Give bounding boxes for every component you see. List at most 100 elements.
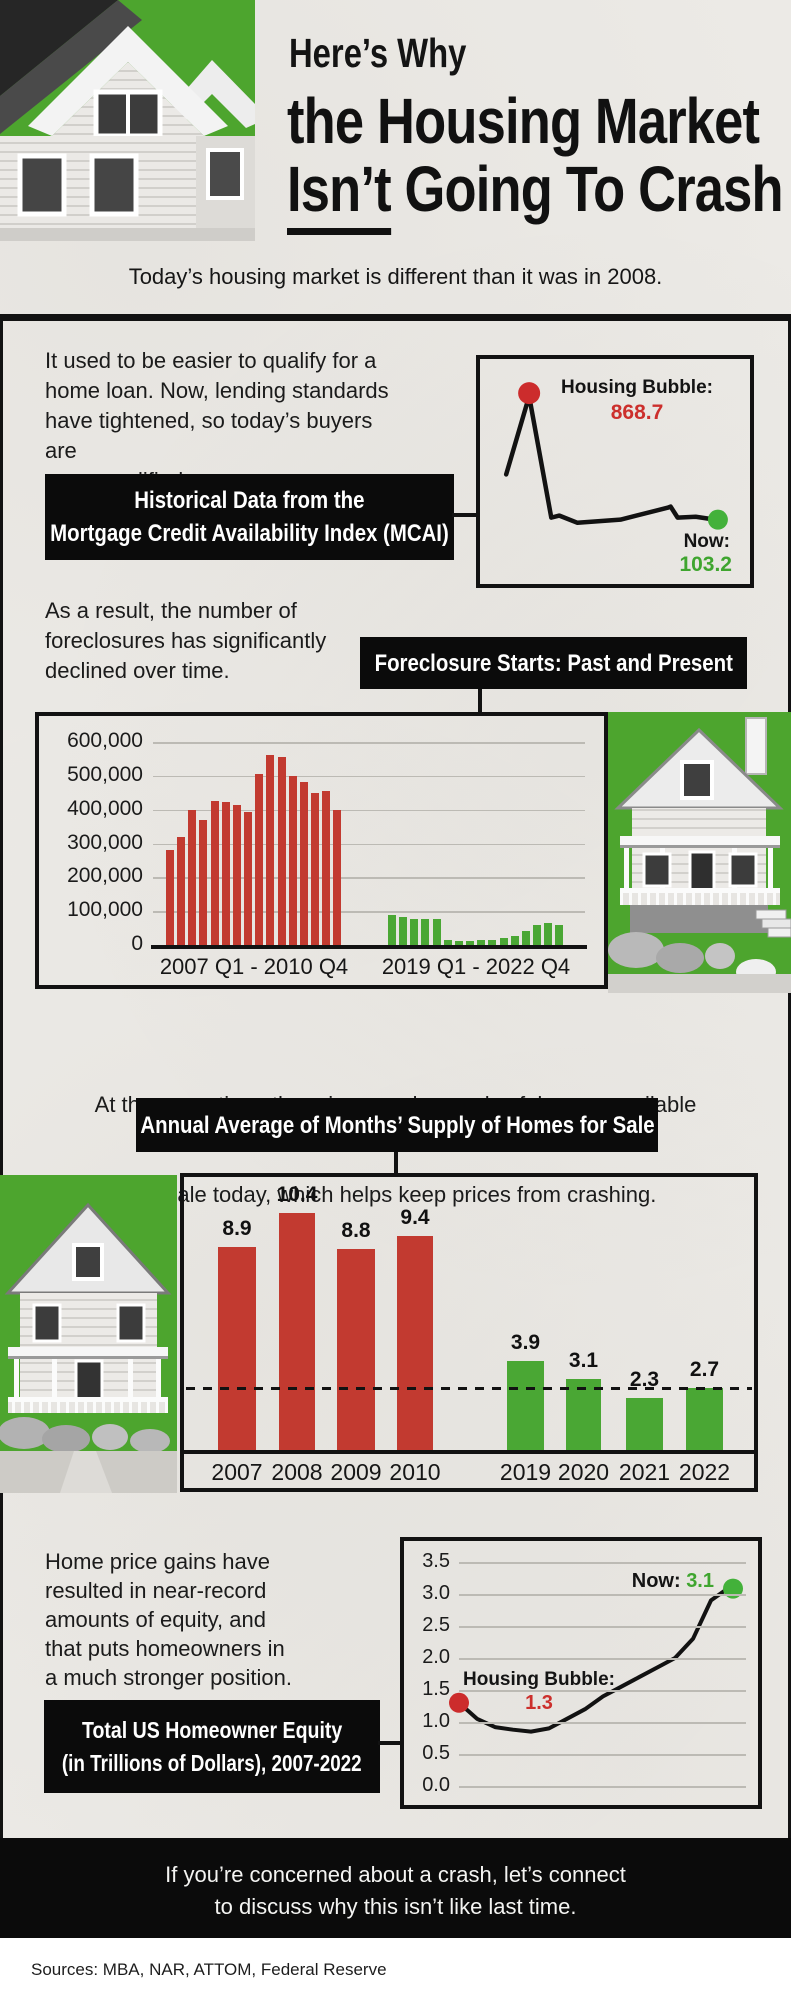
- y-tick-label: 3.5: [422, 1550, 450, 1572]
- foreclosure-bar: [477, 940, 486, 945]
- gridline: [153, 843, 585, 845]
- gridline: [153, 877, 585, 879]
- y-tick-label: 500,000: [67, 762, 143, 786]
- supply-value-label: 2.7: [689, 1358, 720, 1382]
- equity-label-box: Total US Homeowner Equity (in Trillions …: [44, 1700, 380, 1793]
- now-dot: [707, 509, 728, 530]
- supply-bar: [507, 1361, 544, 1450]
- house-photo-left: [0, 1175, 177, 1493]
- gridline: [153, 911, 585, 913]
- y-tick-label: 200,000: [67, 864, 143, 888]
- mcai-now-label: Now:: [683, 531, 730, 552]
- gridline: [459, 1626, 746, 1628]
- y-tick-label: 1.5: [422, 1678, 450, 1700]
- foreclosure-bar: [255, 774, 264, 945]
- mcai-connector: [452, 513, 478, 517]
- foreclosure-bar: [499, 938, 508, 945]
- sources-strip: Sources: MBA, NAR, ATTOM, Federal Reserv…: [0, 1938, 791, 1999]
- supply-year-label: 2022: [678, 1459, 731, 1485]
- footer-line-2: to discuss why this isn’t like last time…: [214, 1894, 577, 1919]
- y-tick-label: 0.5: [422, 1742, 450, 1764]
- y-tick-label: 100,000: [67, 898, 143, 922]
- gridline: [153, 809, 585, 812]
- mcai-peak-value: 868.7: [610, 401, 664, 424]
- foreclosure-bar: [521, 930, 530, 945]
- supply-bar: [626, 1397, 663, 1450]
- house-photo-right: [608, 712, 791, 993]
- supply-year-label: 2009: [330, 1459, 382, 1485]
- supply-chart: 8.9 2007 10.4 2008 8.8 2009 9.4 2010 3.9 2019 3.1 2…: [180, 1173, 758, 1492]
- footer-line-1: If you’re concerned about a crash, let’s…: [165, 1862, 626, 1887]
- supply-value-label: 8.8: [341, 1219, 371, 1243]
- title-line-3: Isn’t Going To Crash: [287, 152, 791, 235]
- x-axis: [151, 945, 587, 949]
- foreclosure-bar: [421, 918, 430, 945]
- supply-bar: [397, 1235, 433, 1450]
- foreclosure-bar: [244, 812, 253, 945]
- title-line-2: the Housing Market: [287, 85, 760, 157]
- y-tick-label: 400,000: [67, 796, 143, 820]
- foreclosure-label-box: Foreclosure Starts: Past and Present: [360, 637, 747, 689]
- foreclosure-bar: [532, 924, 541, 945]
- supply-connector: [394, 1152, 398, 1174]
- foreclosure-bar: [510, 936, 519, 945]
- equity-now-value: 3.1: [686, 1570, 714, 1592]
- gridline: [459, 1786, 746, 1788]
- left-border: [0, 316, 3, 1938]
- right-border: [788, 316, 791, 1938]
- foreclosure-bar: [299, 781, 308, 945]
- subtitle: Today’s housing market is different than…: [128, 264, 663, 289]
- foreclosure-bar: [266, 754, 275, 945]
- mcai-line-chart: [503, 382, 728, 530]
- foreclosure-bar: [399, 917, 408, 945]
- foreclosure-paragraph: As a result, the number of foreclosures …: [45, 598, 327, 683]
- supply-year-label: 2020: [557, 1459, 610, 1485]
- foreclosure-bar: [454, 940, 463, 945]
- y-tick-label: 1.0: [422, 1710, 450, 1732]
- supply-year-label: 2019: [499, 1459, 552, 1485]
- supply-year-label: 2007: [211, 1459, 263, 1485]
- supply-bar: [566, 1379, 601, 1450]
- supply-bar: [686, 1388, 723, 1450]
- foreclosure-bar: [188, 809, 197, 945]
- foreclosure-bar: [443, 940, 452, 945]
- bubble-dot: [449, 1692, 469, 1713]
- y-tick-label: 2.0: [422, 1646, 450, 1668]
- foreclosure-bar: [544, 923, 553, 945]
- supply-value-label: 9.4: [400, 1205, 430, 1229]
- foreclosure-bar: [199, 820, 208, 945]
- equity-connector: [378, 1741, 402, 1745]
- foreclosure-bar: [432, 918, 441, 945]
- y-tick-label: 0.0: [422, 1774, 450, 1796]
- y-tick-label: 600,000: [67, 729, 143, 752]
- equity-now-annotation: Now: 3.1: [631, 1570, 714, 1592]
- foreclosure-group-label-past: 2007 Q1 - 2010 Q4: [159, 954, 349, 979]
- supply-label-box: Annual Average of Months’ Supply of Home…: [136, 1098, 658, 1152]
- mcai-label-box: Historical Data from the Mortgage Credit…: [45, 474, 454, 560]
- equity-bubble-label: Housing Bubble:: [463, 1669, 615, 1690]
- mcai-chart: Housing Bubble: 868.7 Now: 103.2: [476, 355, 754, 588]
- now-dot: [723, 1578, 743, 1599]
- equity-paragraph: Home price gains have resulted in near-r…: [45, 1549, 293, 1690]
- underlined-word: Isn’t: [287, 153, 392, 235]
- sources-text: Sources: MBA, NAR, ATTOM, Federal Reserv…: [31, 1960, 387, 1979]
- foreclosure-bar: [410, 919, 419, 945]
- supply-value-label: 3.9: [510, 1331, 541, 1355]
- gridline: [459, 1594, 746, 1596]
- foreclosure-chart: 2007 Q1 - 2010 Q4 2019 Q1 - 2022 Q4 600,…: [35, 712, 608, 989]
- gridline: [459, 1562, 746, 1564]
- equity-chart: Housing Bubble: 1.3 Now: 3.1 3.5 3.0 2.5 2.…: [400, 1537, 762, 1809]
- foreclosure-connector: [478, 689, 482, 713]
- foreclosure-bar: [555, 925, 564, 945]
- foreclosure-bar: [277, 756, 286, 945]
- foreclosure-bar: [466, 940, 475, 945]
- foreclosure-bar: [288, 775, 297, 945]
- supply-year-label: 2021: [618, 1459, 671, 1485]
- foreclosure-bar: [488, 939, 497, 945]
- foreclosure-bar: [232, 804, 241, 945]
- foreclosure-bar: [388, 914, 396, 945]
- mcai-paragraph: It used to be easier to qualify for a ho…: [45, 348, 389, 493]
- gridline: [153, 742, 585, 744]
- house-photo-header: [0, 0, 255, 241]
